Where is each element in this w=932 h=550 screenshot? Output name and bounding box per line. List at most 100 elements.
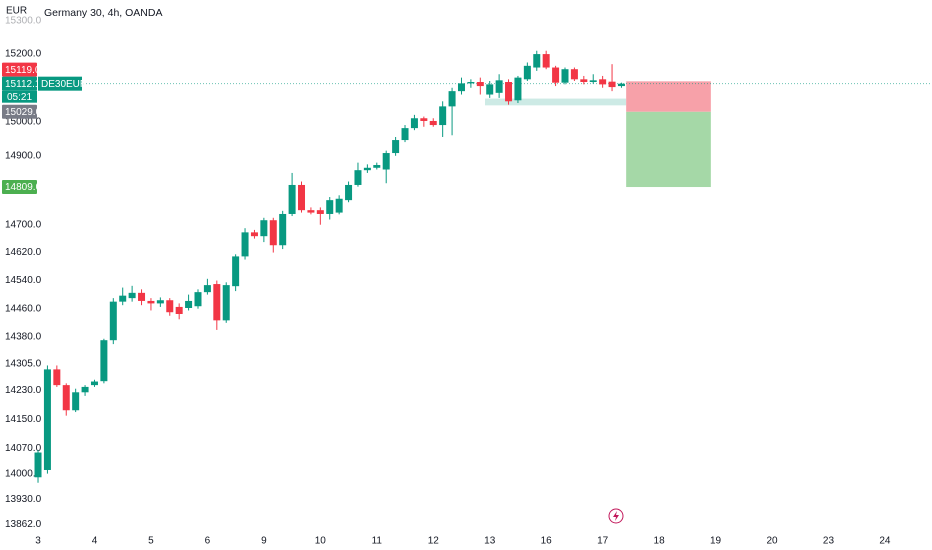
candle <box>269 217 277 253</box>
candle <box>439 101 447 137</box>
candle-body <box>401 128 409 141</box>
candle <box>599 75 607 88</box>
y-tick-label: 13862.0 <box>5 519 42 530</box>
candle-body <box>382 153 390 170</box>
x-tick-label: 13 <box>484 536 496 547</box>
candle-body <box>307 210 315 213</box>
candle-body <box>222 285 230 321</box>
y-tick-label: 14620.0 <box>5 247 42 258</box>
candle-body <box>260 220 268 237</box>
x-tick-label: 6 <box>205 536 211 547</box>
x-tick-label: 20 <box>766 536 778 547</box>
candle-body <box>269 220 277 246</box>
candle-body <box>439 106 447 126</box>
price-label-text: 14809.0 <box>5 182 42 193</box>
x-tick-label: 16 <box>541 536 553 547</box>
candle <box>448 87 456 136</box>
candle <box>457 77 465 95</box>
candle-body <box>279 213 287 246</box>
candle-body <box>467 82 475 84</box>
candle <box>241 228 249 260</box>
candle-body <box>100 340 108 382</box>
candle-body <box>561 69 569 83</box>
candle <box>505 79 513 105</box>
candle-body <box>119 295 127 302</box>
candle <box>608 64 616 92</box>
candle-body <box>213 284 221 321</box>
candle <box>288 172 296 217</box>
candle <box>363 164 371 173</box>
x-tick-label: 12 <box>428 536 440 547</box>
candle <box>345 181 353 203</box>
candle <box>119 287 127 306</box>
candle-body <box>90 381 98 386</box>
y-tick-label: 14305.0 <box>5 358 42 369</box>
x-tick-label: 11 <box>372 536 383 547</box>
candle-body <box>166 300 174 313</box>
candle <box>514 75 522 103</box>
candle <box>476 77 484 95</box>
y-tick-label: 14900.0 <box>5 150 42 161</box>
y-tick-label: 14000.0 <box>5 468 42 479</box>
candle-body <box>147 300 155 304</box>
candle <box>147 298 155 311</box>
candle <box>552 65 560 87</box>
candle <box>138 289 146 306</box>
candle <box>128 285 136 302</box>
candle-body <box>326 200 334 214</box>
candle-body <box>570 69 578 80</box>
candle-body <box>175 306 183 314</box>
candle-body <box>523 65 531 80</box>
candle-body <box>457 83 465 92</box>
candle <box>373 162 381 170</box>
candle <box>90 379 98 387</box>
candle-body <box>128 292 136 299</box>
price-label-box <box>2 180 37 195</box>
candle <box>617 82 625 88</box>
y-tick-label: 14150.0 <box>5 414 42 425</box>
y-tick-label: 14700.0 <box>5 219 42 230</box>
candle <box>420 116 428 127</box>
candle <box>250 229 258 239</box>
candle <box>354 162 362 187</box>
candle-body <box>429 120 437 126</box>
price-label-text: 15112.1 <box>5 79 41 90</box>
candle-body <box>194 292 202 307</box>
candle <box>100 338 108 384</box>
candle-body <box>476 82 484 87</box>
candle-body <box>81 386 89 393</box>
candle-body <box>533 54 541 68</box>
candle <box>392 136 400 156</box>
candle-body <box>495 80 503 93</box>
position-target <box>626 111 711 188</box>
candle <box>166 298 174 316</box>
candle <box>580 75 588 85</box>
x-tick-label: 17 <box>597 536 609 547</box>
y-tick-label: 14230.0 <box>5 385 42 396</box>
y-tick-label: 14380.0 <box>5 332 42 343</box>
x-tick-label: 19 <box>710 536 722 547</box>
candle <box>410 114 418 131</box>
candle-body <box>53 369 61 386</box>
countdown-text: 05:21 <box>7 92 32 103</box>
currency: EUR <box>6 6 27 17</box>
symbol-box <box>38 76 82 91</box>
candle <box>279 210 287 250</box>
y-tick-label: 14460.0 <box>5 303 42 314</box>
chart-title: Germany 30, 4h, OANDA <box>44 7 162 19</box>
candle <box>81 385 89 396</box>
candle-body <box>335 198 343 213</box>
candle <box>43 365 51 474</box>
candle-body <box>354 170 362 185</box>
candle-body <box>241 232 249 257</box>
candle-body <box>316 210 324 214</box>
price-label: 15119.0 <box>2 62 41 77</box>
candle <box>156 297 164 307</box>
y-tick-label: 15200.0 <box>5 49 42 60</box>
candle-body <box>203 285 211 293</box>
candle <box>213 280 221 330</box>
event-icon <box>608 508 624 524</box>
y-tick-label: 14070.0 <box>5 443 42 454</box>
candle <box>542 50 550 70</box>
